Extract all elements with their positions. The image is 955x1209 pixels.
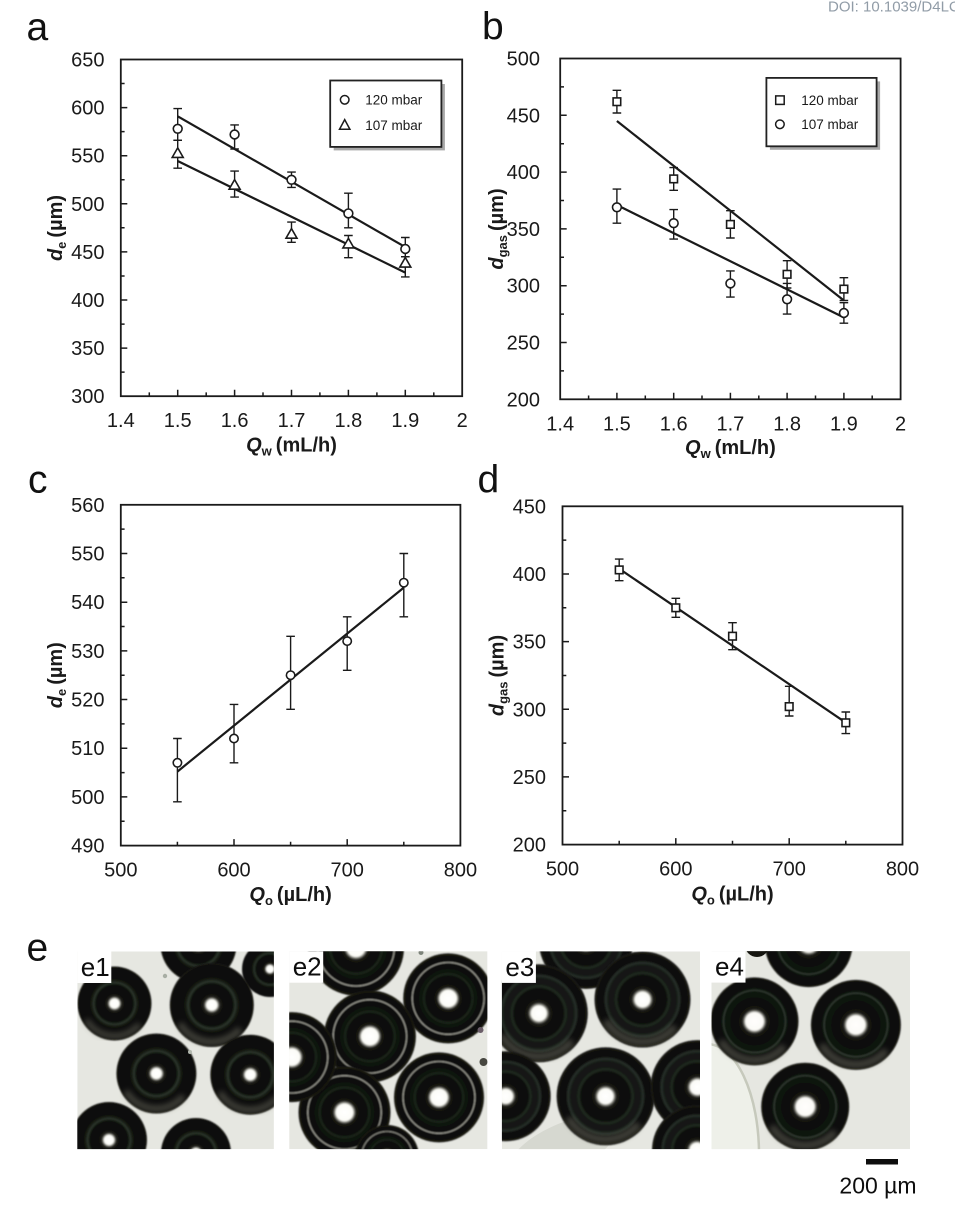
svg-text:700: 700 — [331, 860, 364, 882]
svg-text:300: 300 — [507, 276, 540, 298]
svg-text:107 mbar: 107 mbar — [365, 118, 423, 133]
svg-text:Qw (mL/h): Qw (mL/h) — [685, 437, 776, 461]
svg-text:1.4: 1.4 — [546, 413, 574, 435]
svg-text:200: 200 — [507, 389, 540, 411]
svg-text:Qo (µL/h): Qo (µL/h) — [691, 884, 773, 908]
svg-text:e1: e1 — [81, 952, 110, 982]
svg-text:530: 530 — [71, 641, 104, 663]
svg-text:250: 250 — [513, 767, 546, 789]
svg-text:dgas (µm): dgas (µm) — [487, 635, 511, 716]
svg-text:1.5: 1.5 — [164, 410, 192, 432]
svg-text:1.6: 1.6 — [660, 413, 688, 435]
svg-text:DOI: 10.1039/D4LC: DOI: 10.1039/D4LC — [828, 0, 955, 16]
svg-text:e4: e4 — [715, 952, 744, 982]
svg-text:c: c — [28, 459, 48, 502]
svg-text:400: 400 — [71, 290, 104, 312]
svg-text:560: 560 — [71, 495, 104, 517]
svg-text:Qw (mL/h): Qw (mL/h) — [246, 435, 337, 459]
svg-text:de (µm): de (µm) — [45, 195, 69, 261]
svg-text:200 µm: 200 µm — [839, 1173, 916, 1199]
svg-text:400: 400 — [513, 564, 546, 586]
svg-text:dgas (µm): dgas (µm) — [486, 188, 510, 269]
svg-text:1.9: 1.9 — [830, 413, 858, 435]
svg-text:e2: e2 — [293, 952, 322, 982]
svg-text:500: 500 — [71, 194, 104, 216]
svg-text:700: 700 — [773, 859, 806, 881]
svg-text:800: 800 — [444, 860, 477, 882]
svg-text:d: d — [478, 458, 500, 501]
svg-text:800: 800 — [886, 859, 919, 881]
svg-text:1.5: 1.5 — [603, 413, 631, 435]
svg-text:400: 400 — [507, 162, 540, 184]
svg-text:300: 300 — [71, 386, 104, 408]
svg-text:650: 650 — [71, 50, 104, 72]
svg-text:1.9: 1.9 — [391, 410, 419, 432]
svg-text:e3: e3 — [505, 952, 534, 982]
svg-text:350: 350 — [513, 632, 546, 654]
svg-text:1.7: 1.7 — [278, 410, 306, 432]
svg-text:de (µm): de (µm) — [45, 642, 69, 708]
svg-text:500: 500 — [546, 859, 579, 881]
svg-text:600: 600 — [217, 860, 250, 882]
svg-text:520: 520 — [71, 690, 104, 712]
svg-text:1.8: 1.8 — [334, 410, 362, 432]
svg-text:500: 500 — [507, 49, 540, 71]
svg-text:550: 550 — [71, 544, 104, 566]
svg-text:450: 450 — [507, 105, 540, 127]
svg-text:200: 200 — [513, 835, 546, 857]
svg-text:450: 450 — [71, 242, 104, 264]
svg-text:300: 300 — [513, 699, 546, 721]
svg-text:a: a — [27, 6, 49, 49]
svg-text:1.8: 1.8 — [773, 413, 801, 435]
svg-text:1.7: 1.7 — [716, 413, 744, 435]
svg-text:120 mbar: 120 mbar — [801, 93, 859, 108]
svg-text:350: 350 — [507, 219, 540, 241]
svg-text:510: 510 — [71, 738, 104, 760]
svg-text:Qo (µL/h): Qo (µL/h) — [249, 884, 331, 908]
svg-text:2: 2 — [457, 410, 468, 432]
svg-text:1.4: 1.4 — [107, 410, 135, 432]
svg-text:b: b — [482, 6, 504, 49]
svg-text:e: e — [27, 927, 49, 970]
svg-text:107 mbar: 107 mbar — [801, 117, 859, 132]
svg-text:2: 2 — [895, 413, 906, 435]
svg-text:490: 490 — [71, 836, 104, 858]
svg-text:120 mbar: 120 mbar — [365, 93, 423, 108]
svg-text:500: 500 — [71, 787, 104, 809]
svg-text:540: 540 — [71, 592, 104, 614]
svg-text:350: 350 — [71, 338, 104, 360]
svg-text:450: 450 — [513, 496, 546, 518]
svg-text:550: 550 — [71, 146, 104, 168]
svg-text:500: 500 — [104, 860, 137, 882]
svg-text:600: 600 — [71, 98, 104, 120]
svg-text:250: 250 — [507, 333, 540, 355]
svg-text:1.6: 1.6 — [221, 410, 249, 432]
svg-text:600: 600 — [659, 859, 692, 881]
